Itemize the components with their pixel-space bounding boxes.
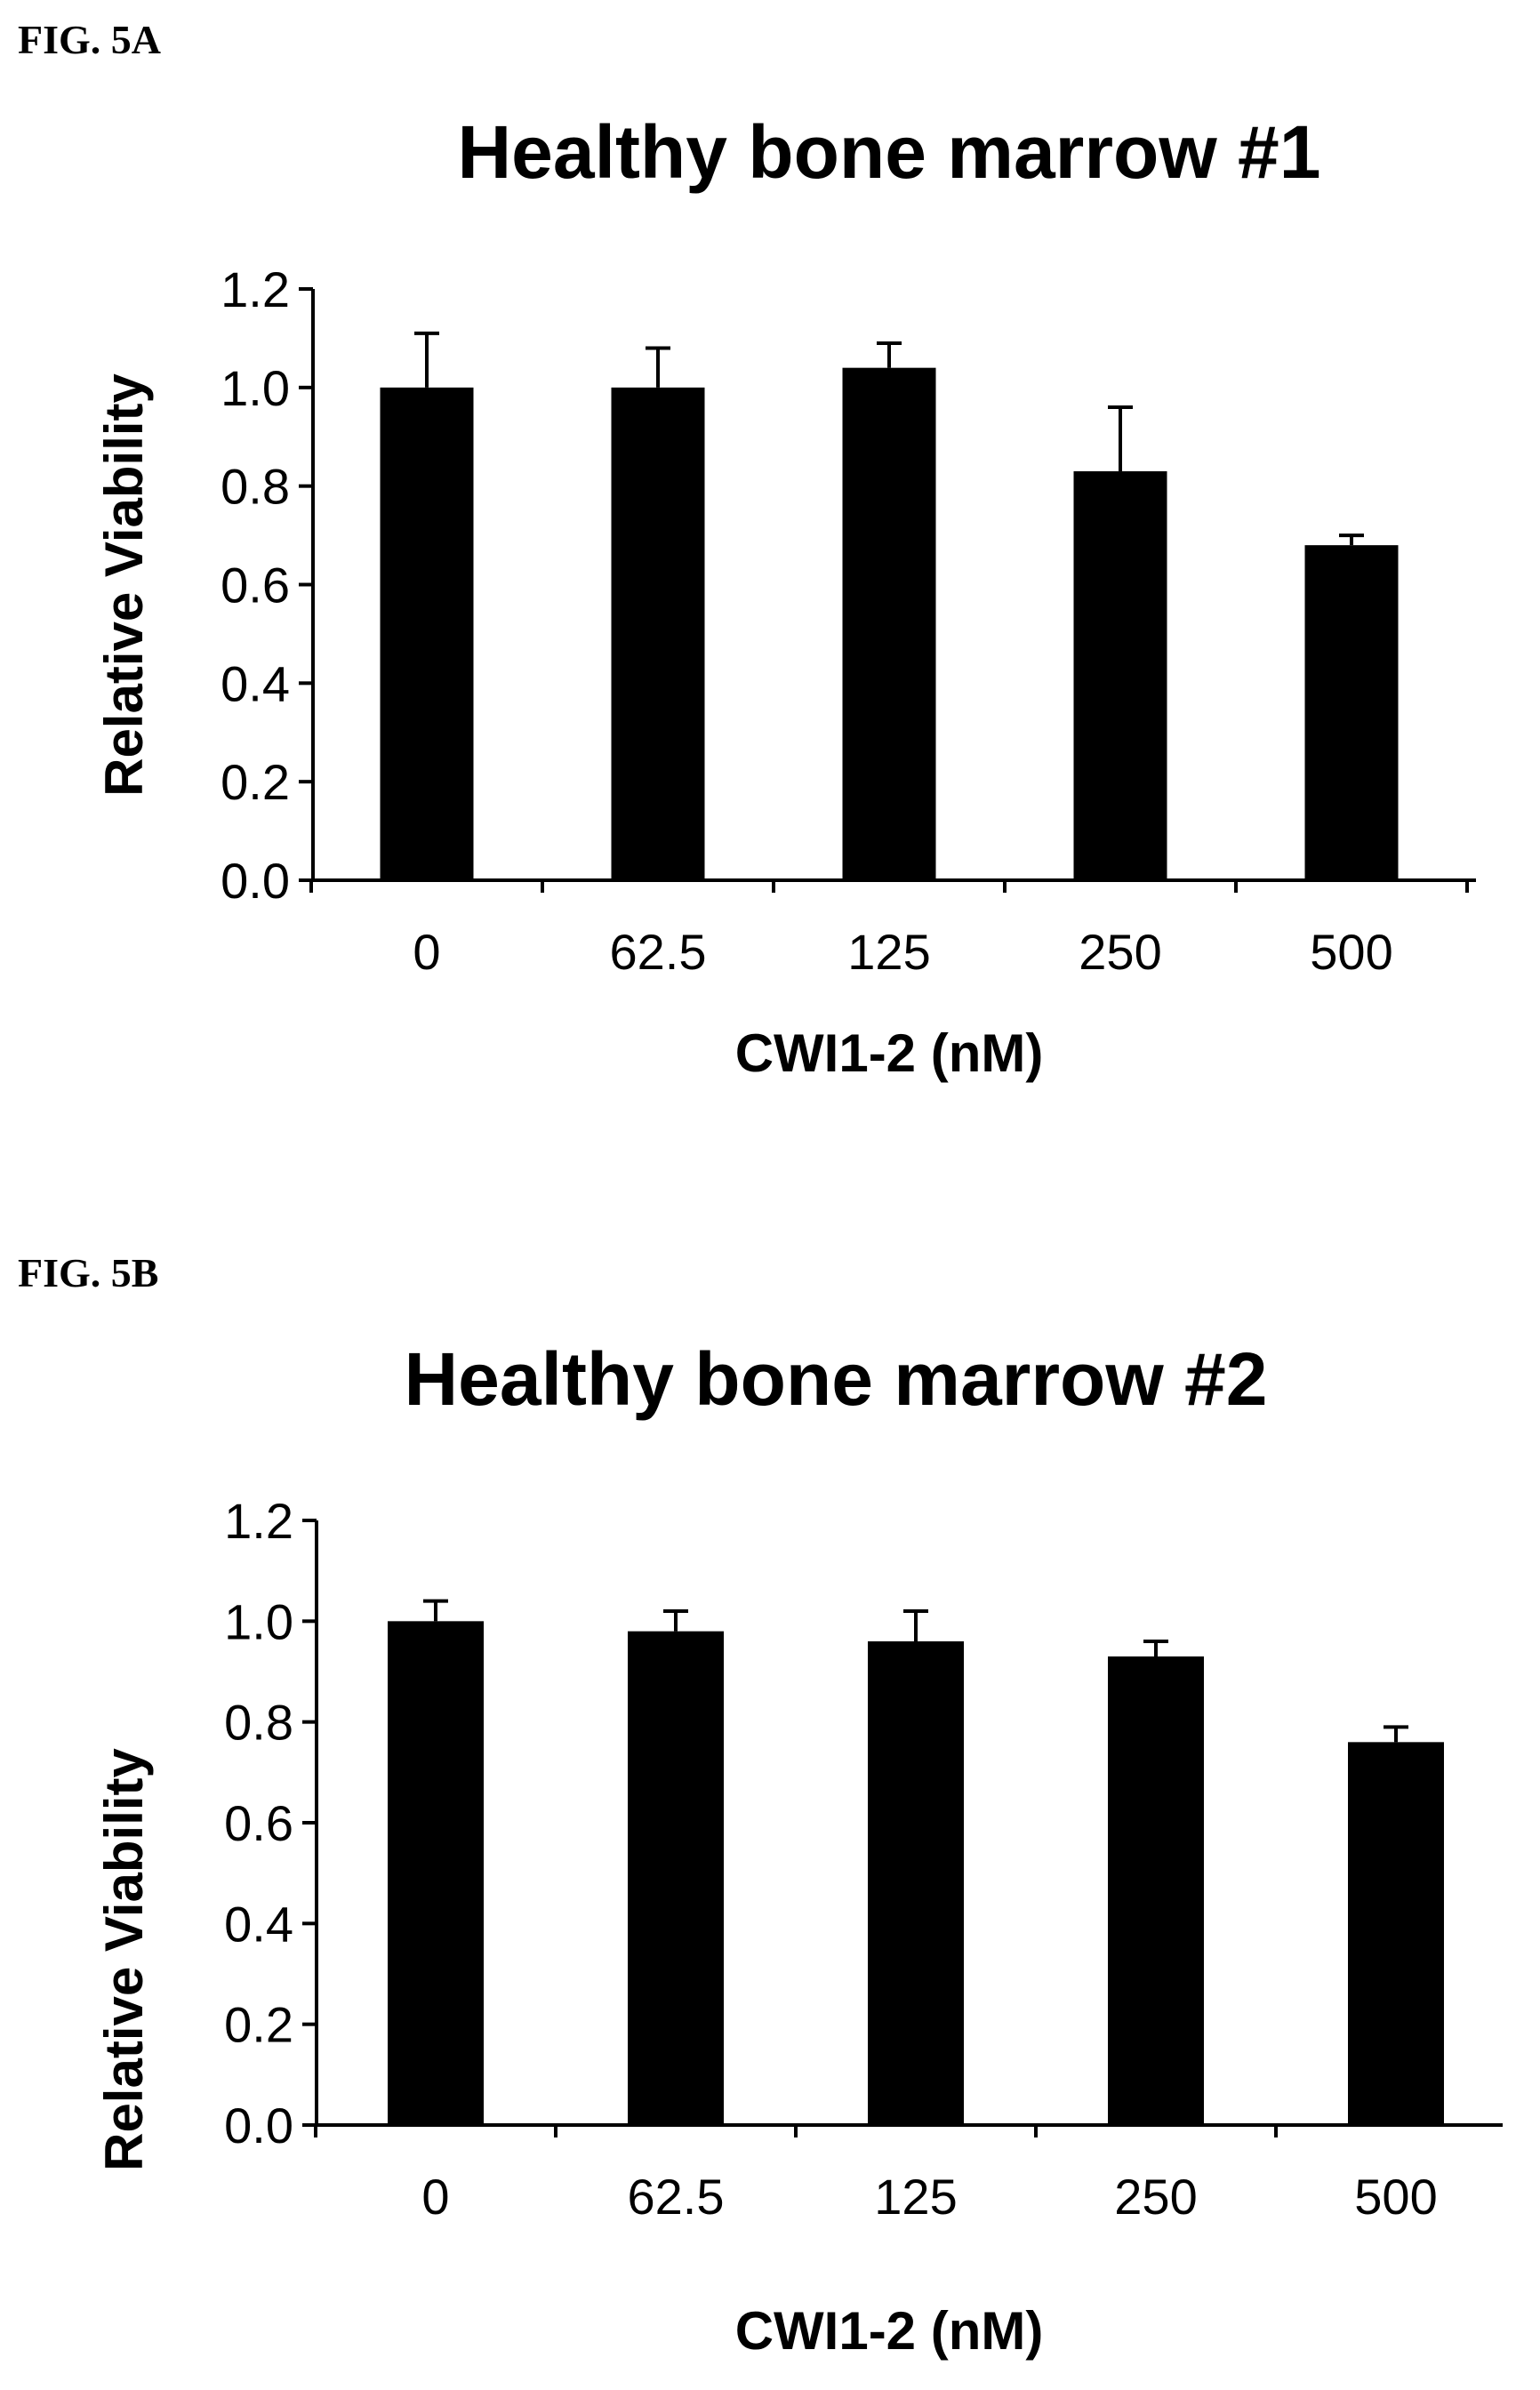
x-tick-label: 0 [421,2169,449,2225]
bar [1108,1656,1204,2125]
bar [611,387,705,880]
y-tick-label: 1.0 [224,1593,293,1649]
x-tick-label: 0 [413,924,440,980]
bar-chart-5b: Healthy bone marrow #2 Relative Viabilit… [94,1337,1503,2361]
y-tick-label: 1.0 [221,360,290,416]
x-tick-label: 62.5 [628,2169,725,2225]
x-tick-label: 62.5 [610,924,707,980]
y-tick-label: 0.6 [224,1795,293,1851]
y-tick-label: 1.2 [221,261,290,317]
x-tick-label: 125 [847,924,930,980]
figure-label-5b: FIG. 5B [18,1250,159,1295]
bar [380,387,474,880]
plot-area: 0.0 0.2 0.4 0.6 0.8 1.0 1.2 0 62.5 125 250 500 [221,261,1476,980]
y-tick-label: 0.8 [221,459,290,515]
y-tick-label: 0.8 [224,1695,293,1751]
bar-chart-5a: Healthy bone marrow #1 Relative Viabilit… [94,110,1476,1083]
y-tick-label: 0.4 [221,655,290,711]
x-tick-label: 500 [1310,924,1392,980]
x-axis-title: CWI1-2 (nM) [735,2301,1044,2361]
figure-label-5a: FIG. 5A [18,17,161,62]
bar [388,1621,484,2125]
bar [1348,1742,1444,2125]
plot-area: 0.0 0.2 0.4 0.6 0.8 1.0 1.2 0 62.5 125 250 500 [224,1493,1503,2225]
x-tick-label: 250 [1079,924,1161,980]
y-tick-label: 0.2 [224,1997,293,2053]
x-axis-title: CWI1-2 (nM) [735,1023,1044,1083]
chart-title: Healthy bone marrow #1 [458,110,1321,194]
bar [842,367,936,881]
x-tick-label: 250 [1114,2169,1197,2225]
bar [868,1641,964,2125]
y-tick-label: 0.6 [221,557,290,614]
y-tick-label: 0.0 [224,2097,293,2153]
x-tick-label: 500 [1354,2169,1437,2225]
x-tick-label: 125 [874,2169,957,2225]
y-tick-label: 0.2 [221,754,290,810]
bar [1304,545,1399,880]
y-tick-label: 0.0 [221,853,290,909]
y-tick-label: 0.4 [224,1896,293,1952]
bar [628,1631,724,2125]
chart-title: Healthy bone marrow #2 [405,1337,1268,1421]
bar [1073,471,1167,880]
y-axis-title: Relative Viability [94,373,154,796]
y-tick-label: 1.2 [224,1493,293,1549]
y-axis-title: Relative Viability [94,1747,154,2170]
